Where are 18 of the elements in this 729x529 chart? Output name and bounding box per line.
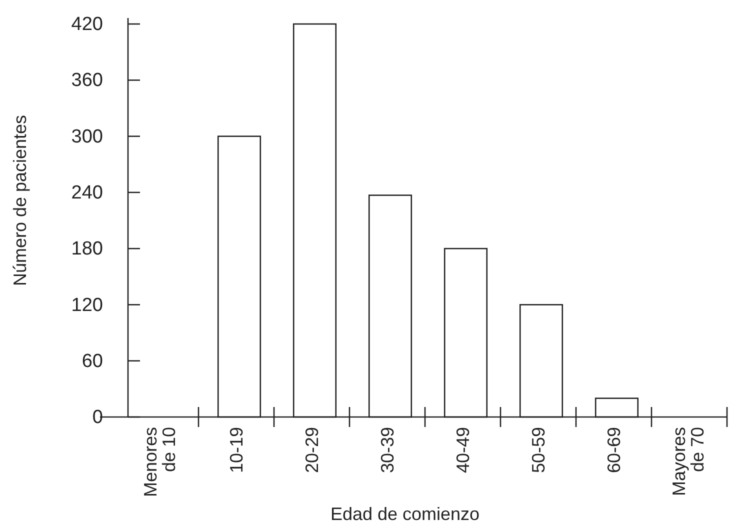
- y-tick-label: 360: [71, 70, 103, 92]
- y-tick-label: 180: [71, 238, 103, 260]
- x-tick-label: 50-59: [528, 427, 549, 474]
- x-tick-label: Mayores de 70: [668, 427, 708, 496]
- x-tick-label: Menores de 10: [140, 427, 180, 498]
- x-axis-title: Edad de comienzo: [330, 504, 480, 524]
- x-tick-label: 10-19: [226, 427, 247, 474]
- y-axis-title: Número de pacientes: [10, 114, 30, 286]
- y-tick-label: 300: [71, 126, 103, 148]
- x-tick-label: 30-39: [378, 427, 398, 474]
- y-tick-label: 0: [92, 407, 103, 428]
- y-tick-label: 420: [71, 14, 103, 36]
- x-tick-label: 40-49: [453, 427, 474, 474]
- x-tick-label: 60-69: [604, 427, 624, 474]
- y-tick-label: 60: [82, 350, 103, 372]
- y-tick-label: 120: [71, 294, 103, 316]
- x-tick-label: 20-29: [302, 427, 322, 474]
- y-tick-label: 240: [71, 182, 103, 204]
